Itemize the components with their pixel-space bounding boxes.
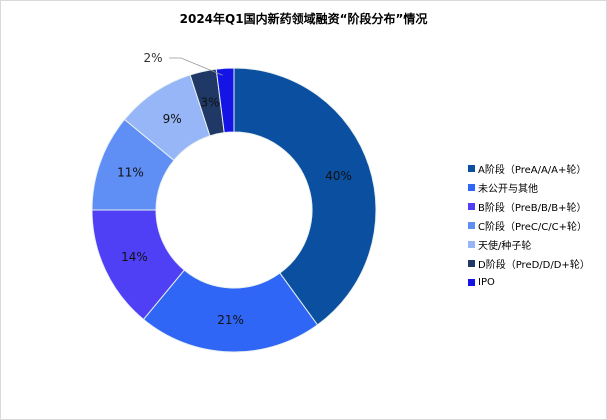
legend-label: 未公开与其他 xyxy=(478,184,538,195)
chart-title: 2024年Q1国内新药领域融资“阶段分布”情况 xyxy=(179,12,428,26)
donut-slice xyxy=(233,67,377,326)
legend-label: C阶段（PreC/C/C+轮） xyxy=(478,222,587,233)
legend-swatch xyxy=(468,241,475,248)
legend-label: D阶段（PreD/D/D+轮） xyxy=(478,260,590,271)
legend-swatch xyxy=(468,203,475,210)
legend-item: D阶段（PreD/D/D+轮） xyxy=(468,254,590,273)
leader-line xyxy=(169,57,223,76)
data-label: 40% xyxy=(325,169,352,183)
legend-item: A阶段（PreA/A/A+轮） xyxy=(468,159,590,178)
donut-slice xyxy=(215,67,235,134)
legend-item: 未公开与其他 xyxy=(468,178,590,197)
legend-swatch xyxy=(468,279,475,286)
legend-label: B阶段（PreB/B/B+轮） xyxy=(478,203,587,214)
legend-item: IPO xyxy=(468,273,590,292)
legend-swatch xyxy=(468,260,475,267)
data-label: 2% xyxy=(143,51,162,65)
donut-slice xyxy=(142,269,319,353)
legend-label: IPO xyxy=(478,277,495,288)
data-label: 21% xyxy=(217,313,244,327)
legend: A阶段（PreA/A/A+轮） 未公开与其他 B阶段（PreB/B/B+轮） C阶段（… xyxy=(468,159,590,292)
legend-label: A阶段（PreA/A/A+轮） xyxy=(478,165,587,176)
legend-item: B阶段（PreB/B/B+轮） xyxy=(468,197,590,216)
data-label: 14% xyxy=(121,250,148,264)
legend-swatch xyxy=(468,165,475,172)
legend-item: 天使/种子轮 xyxy=(468,235,590,254)
data-label: 11% xyxy=(117,166,144,180)
legend-swatch xyxy=(468,222,475,229)
data-label: 3% xyxy=(200,96,219,110)
legend-item: C阶段（PreC/C/C+轮） xyxy=(468,216,590,235)
legend-label: 天使/种子轮 xyxy=(478,241,532,252)
data-label: 9% xyxy=(163,112,182,126)
legend-swatch xyxy=(468,184,475,191)
